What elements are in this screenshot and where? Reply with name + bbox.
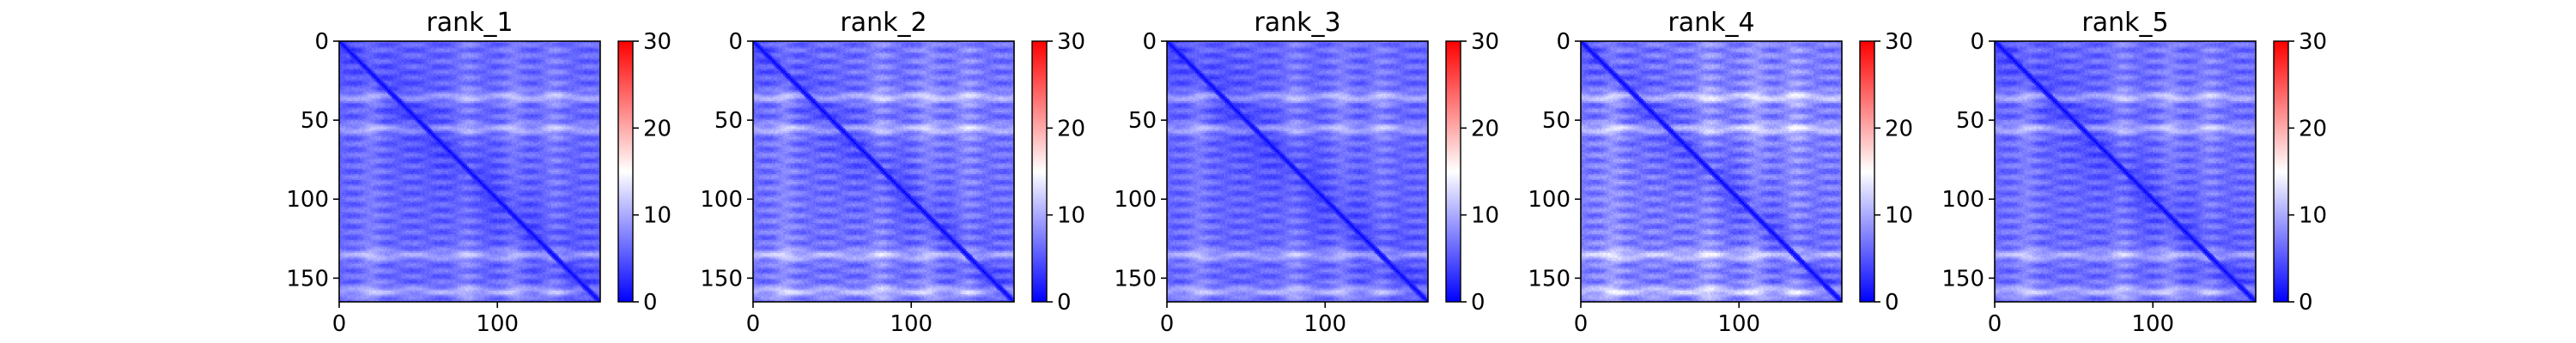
colorbar-tick-label: 30 <box>1885 29 1913 55</box>
colorbar <box>2274 41 2288 302</box>
heatmap-frame <box>1166 40 1429 303</box>
colorbar-frame <box>617 40 634 303</box>
colorbar-tick-label: 20 <box>2299 116 2327 141</box>
heatmap-cells <box>753 41 1014 302</box>
x-tick-label: 0 <box>746 311 761 337</box>
y-tick-label: 50 <box>714 108 743 134</box>
x-tick-label: 100 <box>1303 311 1346 337</box>
y-tick-label: 150 <box>286 266 329 292</box>
y-tick-label: 0 <box>728 29 743 55</box>
colorbar-frame <box>2273 40 2289 303</box>
x-tick-label: 0 <box>332 311 347 337</box>
y-tick-label: 50 <box>1956 108 1984 134</box>
heatmap-frame <box>1580 40 1843 303</box>
y-tick-label: 100 <box>286 187 329 213</box>
colorbar-tick-label: 20 <box>1885 116 1913 141</box>
x-tick-label: 100 <box>890 311 933 337</box>
heatmap-cells <box>339 41 600 302</box>
colorbar-tick-label: 20 <box>643 116 671 141</box>
x-tick-label: 0 <box>1574 311 1589 337</box>
y-tick-label: 0 <box>1556 29 1571 55</box>
colorbar-tick-label: 30 <box>1057 29 1085 55</box>
colorbar-tick-label: 0 <box>1057 290 1072 316</box>
heatmap-cells <box>1581 41 1842 302</box>
panel-title: rank_5 <box>2081 8 2168 38</box>
colorbar-tick-label: 0 <box>1471 290 1485 316</box>
heatmap-frame <box>1994 40 2257 303</box>
y-tick-label: 150 <box>1528 266 1571 292</box>
y-tick-label: 100 <box>1528 187 1571 213</box>
x-tick-label: 0 <box>1988 311 2002 337</box>
colorbar-tick-label: 0 <box>1885 290 1899 316</box>
colorbar <box>1032 41 1047 302</box>
panel-title: rank_1 <box>426 8 513 38</box>
heatmap-cells <box>1995 41 2256 302</box>
colorbar-tick-label: 0 <box>643 290 658 316</box>
y-tick-label: 150 <box>1114 266 1157 292</box>
x-tick-label: 100 <box>476 311 519 337</box>
colorbar-tick-label: 10 <box>1471 203 1499 229</box>
colorbar-tick-label: 10 <box>1057 203 1085 229</box>
y-tick-label: 0 <box>314 29 329 55</box>
colorbar <box>1860 41 1874 302</box>
y-tick-label: 100 <box>1941 187 1984 213</box>
x-tick-label: 100 <box>2131 311 2174 337</box>
panel-title: rank_4 <box>1668 8 1754 38</box>
heatmap-frame <box>752 40 1015 303</box>
heatmap-cells <box>1167 41 1428 302</box>
colorbar-tick-label: 10 <box>2299 203 2327 229</box>
y-tick-label: 50 <box>301 108 329 134</box>
y-tick-label: 0 <box>1970 29 1984 55</box>
colorbar-tick-label: 30 <box>1471 29 1499 55</box>
y-tick-label: 150 <box>700 266 743 292</box>
colorbar-frame <box>1859 40 1875 303</box>
panel-title: rank_2 <box>840 8 927 38</box>
x-tick-label: 100 <box>1717 311 1760 337</box>
colorbar-tick-label: 0 <box>2299 290 2313 316</box>
colorbar-tick-label: 20 <box>1471 116 1499 141</box>
colorbar <box>618 41 633 302</box>
y-tick-label: 100 <box>700 187 743 213</box>
colorbar-tick-label: 30 <box>2299 29 2327 55</box>
y-tick-label: 0 <box>1142 29 1157 55</box>
y-tick-label: 150 <box>1941 266 1984 292</box>
colorbar-frame <box>1445 40 1461 303</box>
colorbar-frame <box>1031 40 1048 303</box>
heatmap-frame <box>338 40 601 303</box>
panel-title: rank_3 <box>1254 8 1340 38</box>
colorbar-tick-label: 10 <box>643 203 671 229</box>
y-tick-label: 50 <box>1128 108 1157 134</box>
colorbar-tick-label: 20 <box>1057 116 1085 141</box>
y-tick-label: 50 <box>1542 108 1571 134</box>
colorbar <box>1446 41 1461 302</box>
colorbar-tick-label: 30 <box>643 29 671 55</box>
x-tick-label: 0 <box>1160 311 1175 337</box>
y-tick-label: 100 <box>1114 187 1157 213</box>
colorbar-tick-label: 10 <box>1885 203 1913 229</box>
